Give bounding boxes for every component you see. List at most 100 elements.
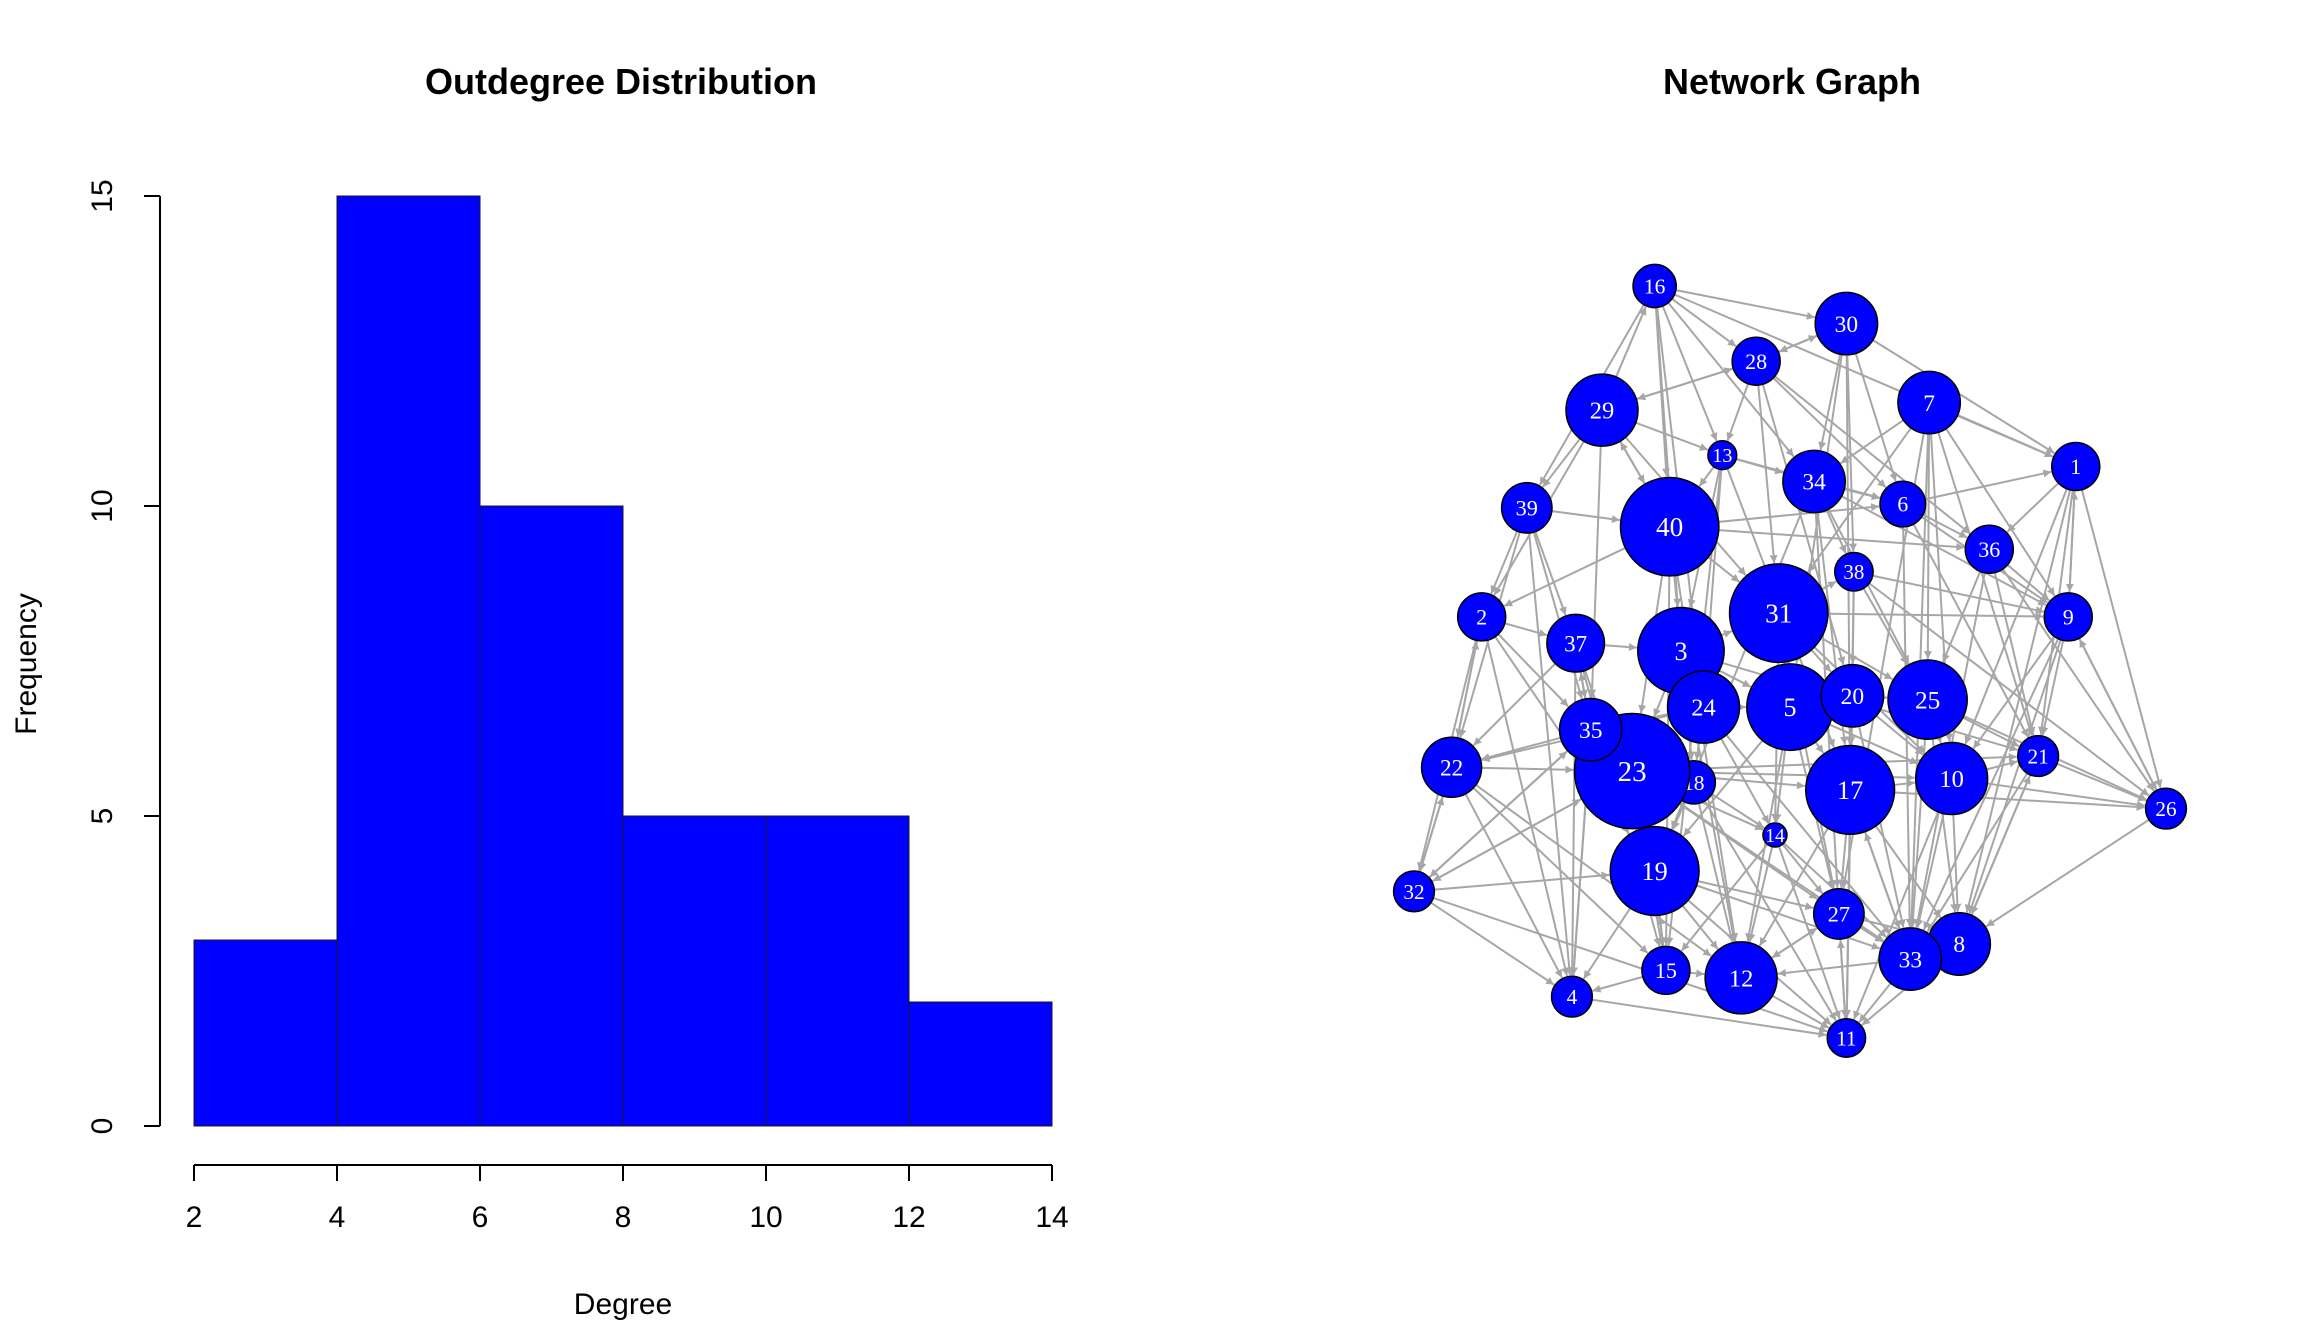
network-node: 25 <box>1887 659 1968 740</box>
histogram-title: Outdegree Distribution <box>425 61 817 102</box>
network-edge <box>2068 491 2079 593</box>
network-node-circle <box>1762 822 1788 848</box>
network-node-circle <box>1456 592 1507 642</box>
network-edge <box>2006 482 2060 533</box>
network-edge <box>1551 510 1621 524</box>
network-node: 36 <box>1964 524 2015 574</box>
network-node-circle <box>1392 870 1436 913</box>
histogram-x-axis-label: Degree <box>574 1288 672 1321</box>
network-edge <box>1653 690 1666 718</box>
network-edge <box>1937 432 2034 736</box>
network-edge <box>1807 427 1912 573</box>
network-edge <box>1986 759 2018 771</box>
network-node: 6 <box>1879 480 1927 528</box>
network-edge <box>1894 779 1916 788</box>
network-node-label: 29 <box>1590 398 1615 425</box>
network-edge <box>2056 762 2147 802</box>
histogram-bar <box>193 939 338 1127</box>
network-edge <box>1810 649 1832 673</box>
network-node-circle <box>1728 563 1829 664</box>
network-edge <box>1720 630 1733 638</box>
network-node-label: 40 <box>1656 512 1683 542</box>
network-edge <box>1970 775 2031 916</box>
network-edge <box>1945 428 2056 597</box>
network-node: 14 <box>1762 822 1788 848</box>
network-edge <box>1858 982 1892 1023</box>
network-edge <box>1825 509 1847 554</box>
network-node-label: 32 <box>1403 880 1424 904</box>
network-node-label: 27 <box>1828 902 1850 927</box>
x-tick-label: 4 <box>329 1201 346 1234</box>
network-edge <box>1875 715 1924 756</box>
network-edge <box>1682 739 1764 837</box>
network-node-circle <box>1782 449 1847 514</box>
network-node: 19 <box>1609 825 1700 917</box>
network-node: 34 <box>1782 449 1847 514</box>
network-edge <box>1777 335 1818 353</box>
network-node-circle <box>2051 441 2101 492</box>
network-edge <box>1604 643 1637 651</box>
y-tick-label: 5 <box>86 808 119 825</box>
network-edge <box>1774 375 1971 535</box>
network-node: 10 <box>1914 741 1989 816</box>
network-edge <box>1841 495 2047 607</box>
network-node: 30 <box>1814 291 1879 356</box>
network-edge <box>1534 531 1567 616</box>
network-edge <box>1693 742 1702 761</box>
network-edge <box>1718 669 1752 688</box>
network-node-circle <box>2043 592 2093 642</box>
network-edge <box>1481 736 1561 761</box>
network-edge <box>1874 825 1942 919</box>
histogram-bar <box>765 815 910 1127</box>
network-node-circle <box>1704 941 1778 1015</box>
network-node: 35 <box>1558 697 1623 762</box>
network-edge <box>1864 832 1901 930</box>
network-edge <box>1770 927 1818 959</box>
network-edge <box>1656 916 1665 947</box>
network-edge <box>1680 843 1769 952</box>
network-node: 33 <box>1878 927 1943 991</box>
network-node-label: 17 <box>1837 776 1863 805</box>
network-edge <box>1697 880 1814 911</box>
network-edge <box>1957 414 2054 458</box>
x-tick-label: 2 <box>186 1201 203 1234</box>
network-node-label: 37 <box>1564 631 1587 656</box>
network-edge <box>1915 813 1945 928</box>
network-edge <box>1671 298 1737 348</box>
network-node-label: 34 <box>1802 470 1826 496</box>
network-node-circle <box>1666 670 1741 744</box>
network-edge <box>1486 639 1570 977</box>
histogram-bar <box>908 1001 1053 1127</box>
network-node-label: 20 <box>1841 684 1865 710</box>
network-node-label: 14 <box>1765 826 1785 847</box>
network-node-circle <box>1964 524 2015 574</box>
network-edge <box>1490 530 1519 595</box>
network-edge <box>1504 622 1548 637</box>
network-edge <box>1844 488 1880 501</box>
histogram-panel: Outdegree Distribution Degree Frequency … <box>10 61 1069 1321</box>
network-edge <box>1837 833 1848 888</box>
network-node-circle <box>1546 613 1606 673</box>
histogram-y-axis-label: Frequency <box>10 593 43 735</box>
network-node-label: 7 <box>1923 391 1935 417</box>
network-node-circle <box>1812 887 1865 940</box>
network-node: 2 <box>1456 592 1507 642</box>
network-node-label: 16 <box>1644 275 1666 299</box>
network-edge <box>1681 904 1719 950</box>
network-edge <box>1696 884 1881 950</box>
network-edge <box>1818 353 1842 451</box>
network-node-label: 2 <box>1476 605 1487 630</box>
network-node-label: 35 <box>1579 718 1603 744</box>
network-edges <box>1417 289 2163 1038</box>
y-tick-label: 0 <box>86 1118 119 1135</box>
network-edge <box>1968 639 2062 914</box>
network-edge <box>1428 750 1568 879</box>
network-node: 40 <box>1619 476 1720 577</box>
x-tick-label: 14 <box>1035 1201 1068 1234</box>
network-node-circle <box>2144 787 2188 830</box>
network-edge <box>1926 772 2029 933</box>
network-edge <box>1827 508 1910 665</box>
network-node-label: 8 <box>1953 932 1965 958</box>
network-edge <box>1862 587 1909 665</box>
